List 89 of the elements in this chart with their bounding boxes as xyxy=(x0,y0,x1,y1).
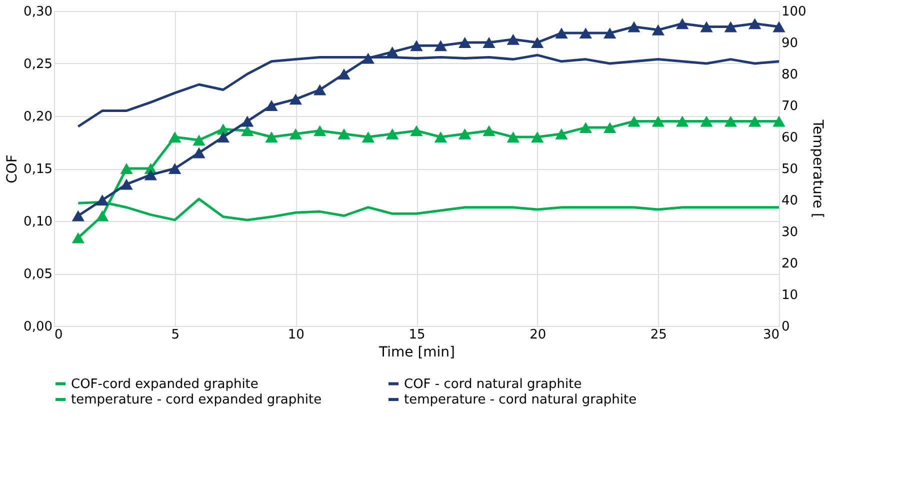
y-tick-label: 0,25 xyxy=(24,57,52,72)
point xyxy=(628,116,640,127)
point xyxy=(700,21,713,32)
point xyxy=(604,28,616,39)
point xyxy=(652,116,664,127)
x-tick-label: 10 xyxy=(288,328,304,342)
x-tick-label: 5 xyxy=(171,328,180,342)
point xyxy=(386,128,399,140)
point xyxy=(748,18,762,30)
point xyxy=(434,132,447,142)
y-tick-label: 0,00 xyxy=(24,320,52,334)
point xyxy=(700,116,713,127)
point xyxy=(652,24,664,36)
x-tick-label: 15 xyxy=(408,328,426,342)
point xyxy=(192,147,206,158)
y2-tick-label: 80 xyxy=(782,68,798,82)
y2-tick-label: 50 xyxy=(782,162,798,177)
point xyxy=(458,128,472,140)
y2-tick-label: 70 xyxy=(782,99,798,114)
point xyxy=(482,37,496,48)
point xyxy=(458,37,472,48)
y2-tick-label: 60 xyxy=(782,130,798,146)
point xyxy=(531,37,544,48)
point xyxy=(410,40,423,52)
y-tick-label: 0,10 xyxy=(24,214,52,230)
point xyxy=(676,18,689,30)
x-tick-label: 30 xyxy=(762,328,780,342)
point xyxy=(289,128,302,140)
point xyxy=(168,132,182,142)
point xyxy=(579,122,592,134)
x-tick-label: 20 xyxy=(530,328,546,342)
point xyxy=(314,125,326,136)
x-tick-label: 25 xyxy=(650,328,667,342)
y2-axis-title: Temperature [ xyxy=(809,118,826,218)
y2-tick-label: 30 xyxy=(782,225,798,240)
y-tick-label: 0,30 xyxy=(24,4,52,20)
point xyxy=(506,132,520,142)
point xyxy=(555,128,568,140)
point xyxy=(748,116,762,127)
legend-label: COF - cord natural graphite xyxy=(404,376,582,392)
point xyxy=(772,21,786,32)
point xyxy=(120,178,133,190)
y-tick-label: 0,20 xyxy=(24,110,52,124)
point xyxy=(628,21,640,32)
legend-label: COF-cord expanded graphite xyxy=(71,376,258,392)
point xyxy=(265,132,278,142)
point xyxy=(168,163,182,174)
point xyxy=(676,116,689,127)
point xyxy=(265,100,278,111)
point xyxy=(72,232,84,244)
point xyxy=(144,169,157,180)
point xyxy=(434,40,447,52)
point xyxy=(482,125,496,136)
y2-tick-label: 20 xyxy=(782,256,798,272)
point xyxy=(338,128,350,140)
point xyxy=(96,210,109,222)
legend-label: temperature - cord natural graphite xyxy=(404,392,637,408)
point xyxy=(192,134,206,146)
point xyxy=(386,46,399,58)
point xyxy=(724,21,737,32)
point xyxy=(724,116,737,127)
y2-tick-label: 90 xyxy=(782,36,798,51)
point xyxy=(289,94,302,105)
legend-label: temperature - cord expanded graphite xyxy=(71,392,322,408)
point xyxy=(604,122,616,134)
point xyxy=(72,210,84,222)
point xyxy=(314,84,326,96)
point xyxy=(241,125,254,136)
point xyxy=(216,132,230,142)
point xyxy=(338,68,350,80)
point xyxy=(506,34,520,45)
point xyxy=(410,125,423,136)
point xyxy=(579,28,592,39)
x-axis-title: Time [min] xyxy=(378,344,456,360)
y-tick-label: 0,05 xyxy=(24,267,52,282)
point xyxy=(362,132,374,142)
point xyxy=(555,28,568,39)
y2-tick-label: 10 xyxy=(782,288,798,303)
point xyxy=(241,116,254,127)
y2-tick-label: 100 xyxy=(782,4,806,20)
point xyxy=(96,194,109,206)
point xyxy=(120,163,133,174)
point xyxy=(772,116,786,127)
y2-tick-label: 40 xyxy=(782,194,798,208)
x-tick-label: 0 xyxy=(54,328,63,342)
point xyxy=(362,52,374,64)
y-axis-title: COF xyxy=(4,154,21,184)
y-tick-label: 0,15 xyxy=(24,162,52,177)
point xyxy=(531,132,544,142)
